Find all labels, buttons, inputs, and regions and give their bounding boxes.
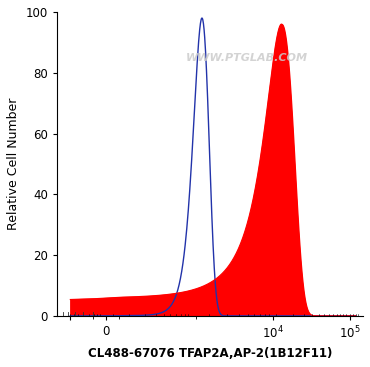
Y-axis label: Relative Cell Number: Relative Cell Number <box>7 98 20 230</box>
Text: WWW.PTGLAB.COM: WWW.PTGLAB.COM <box>186 52 308 62</box>
X-axis label: CL488-67076 TFAP2A,AP-2(1B12F11): CL488-67076 TFAP2A,AP-2(1B12F11) <box>88 347 332 360</box>
